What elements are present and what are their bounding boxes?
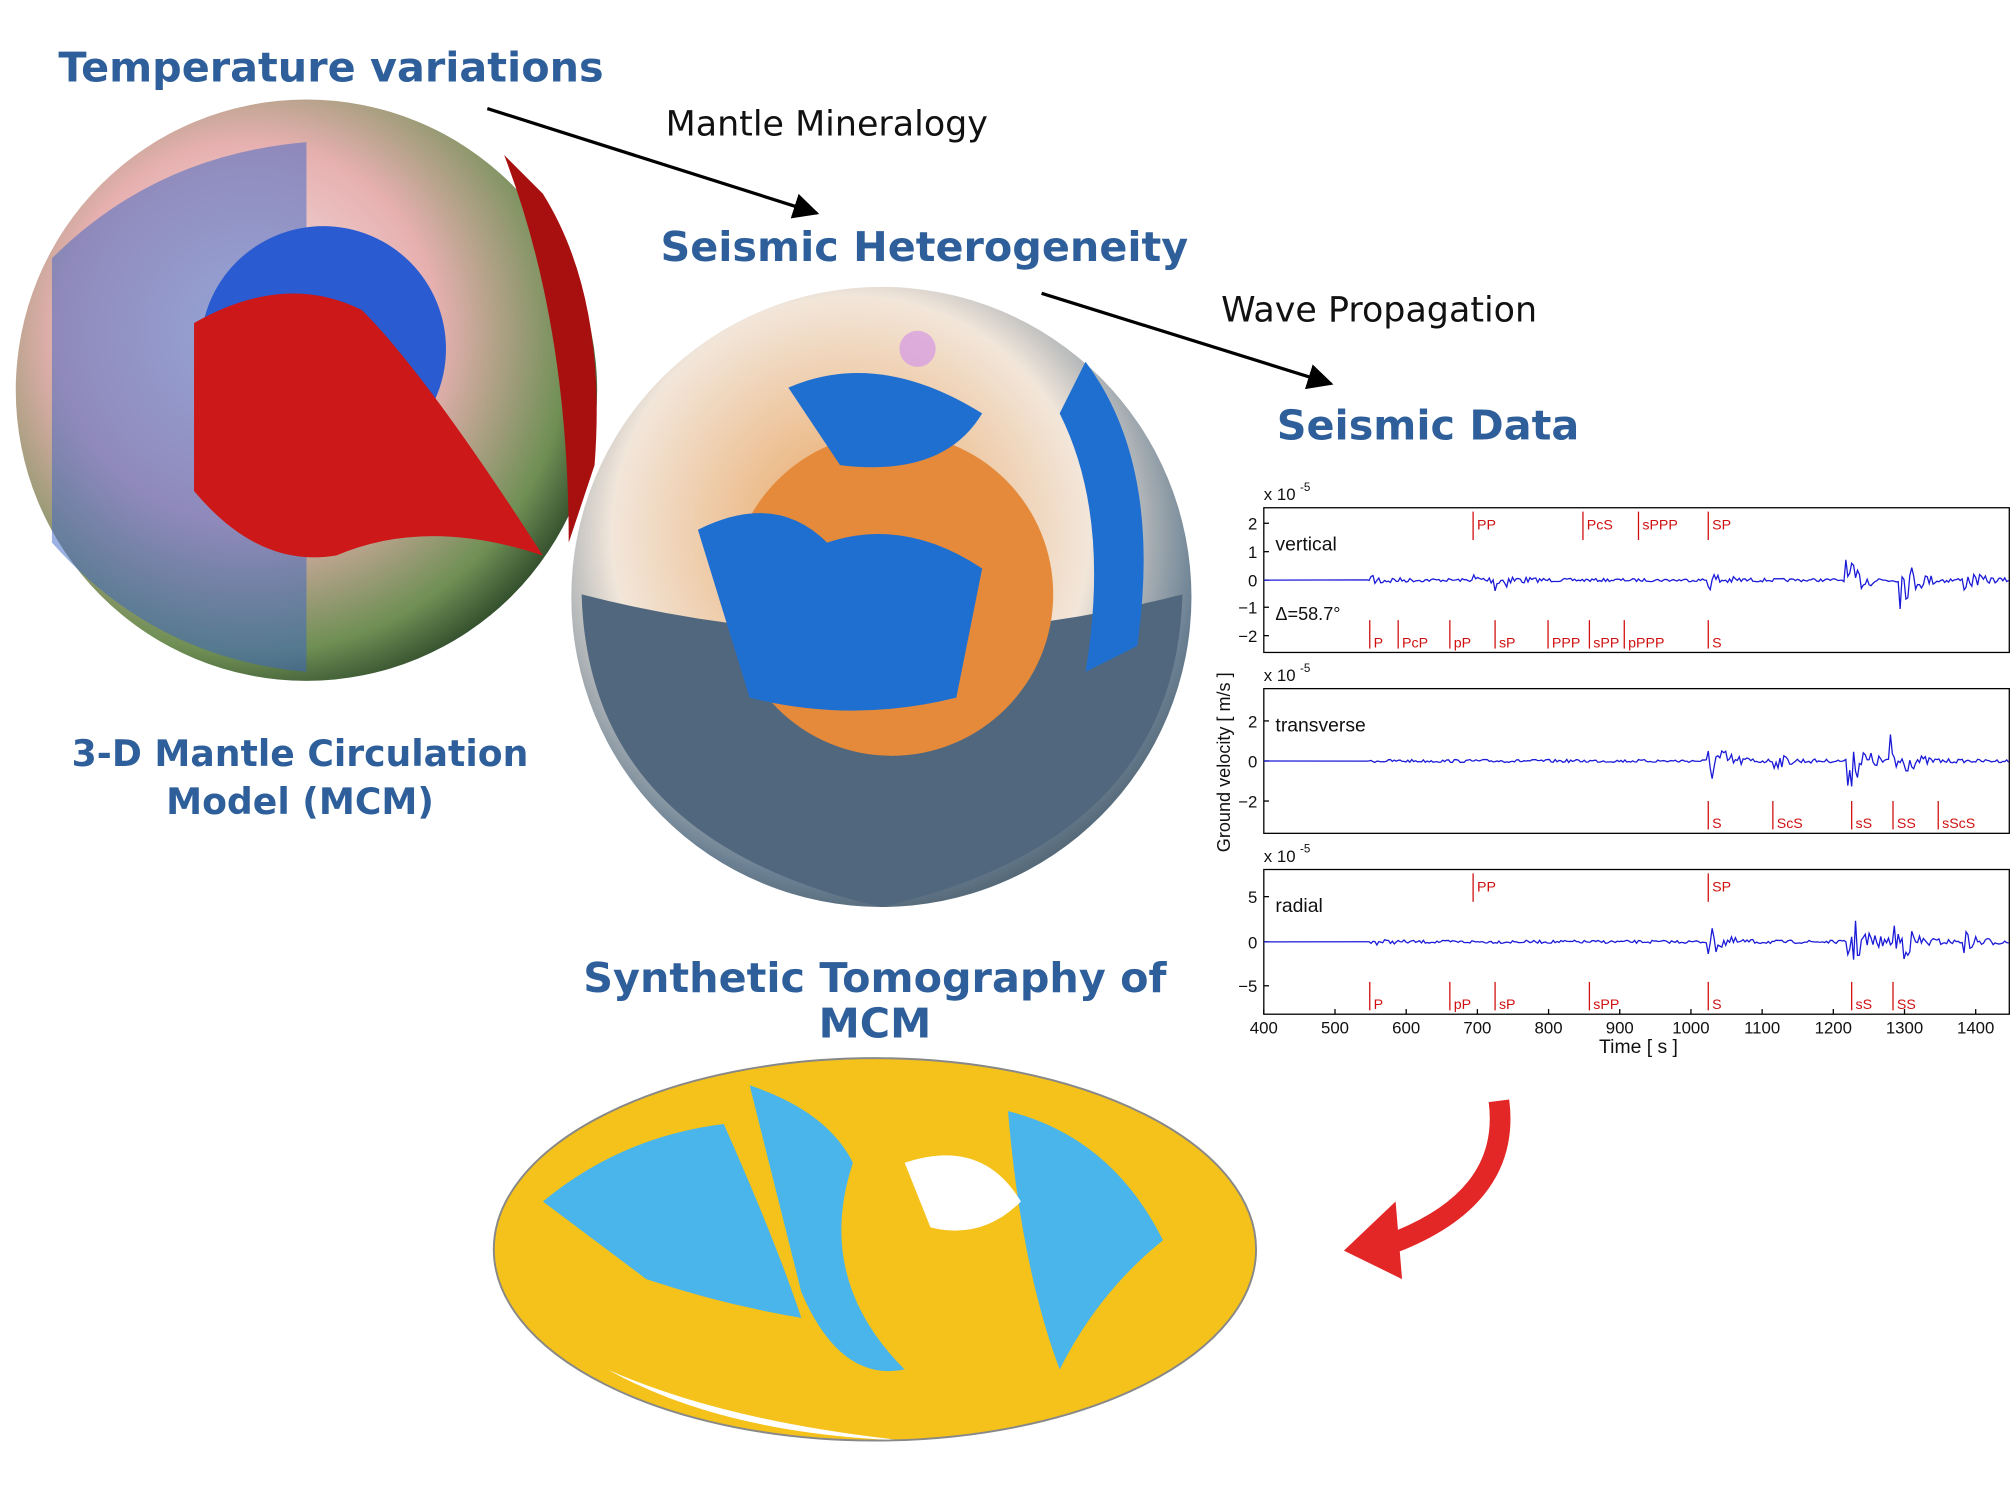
arrow-label: Wave Propagation	[1221, 291, 1537, 331]
phase-label: S	[1712, 816, 1721, 832]
x-tick-label: 400	[1250, 1019, 1278, 1038]
scale-exponent: -5	[1300, 843, 1310, 856]
x-tick-label: 700	[1463, 1019, 1491, 1038]
phase-label: SP	[1712, 518, 1731, 534]
scale-exponent: -5	[1300, 662, 1310, 675]
tomography-map	[492, 1057, 1258, 1442]
y-tick-label: 5	[1248, 888, 1257, 907]
x-tick-label: 1200	[1815, 1019, 1852, 1038]
annotation: Δ=58.7°	[1275, 604, 1340, 624]
x-tick-label: 500	[1321, 1019, 1349, 1038]
scale-label: x 10	[1264, 485, 1296, 504]
x-tick-label: 900	[1606, 1019, 1634, 1038]
phase-label: pP	[1454, 635, 1471, 651]
phase-label: S	[1712, 997, 1721, 1013]
phase-label: PPP	[1552, 635, 1580, 651]
x-tick-label: 1300	[1886, 1019, 1923, 1038]
y-tick-label: −2	[1238, 627, 1257, 646]
scale-label: x 10	[1264, 666, 1296, 685]
phase-label: SS	[1897, 997, 1916, 1013]
red-arrow	[1379, 1099, 1511, 1257]
title: Synthetic Tomography of	[583, 954, 1167, 1002]
scale-label: x 10	[1264, 847, 1296, 866]
y-tick-label: 0	[1248, 572, 1257, 591]
phase-label: SS	[1897, 816, 1916, 832]
scale-exponent: -5	[1300, 481, 1310, 494]
panel-frame	[1263, 507, 2010, 654]
x-tick-label: 600	[1392, 1019, 1420, 1038]
x-tick-label: 800	[1535, 1019, 1563, 1038]
y-tick-label: 2	[1248, 515, 1257, 534]
y-tick-label: −2	[1238, 792, 1257, 811]
waveform	[1263, 559, 2009, 609]
waveform	[1263, 920, 2009, 960]
x-axis-label: Time [ s ]	[1599, 1036, 1678, 1058]
y-tick-label: 0	[1248, 933, 1257, 952]
y-tick-label: 1	[1248, 543, 1257, 562]
x-tick-label: 1400	[1957, 1019, 1994, 1038]
phase-label: P	[1374, 997, 1383, 1013]
x-tick-label: 1000	[1672, 1019, 1709, 1038]
panel-name: vertical	[1275, 533, 1336, 555]
y-tick-label: −5	[1238, 977, 1257, 996]
arrow-label: Mantle Mineralogy	[666, 105, 988, 145]
phase-label: sPPP	[1642, 518, 1678, 534]
panel-name: radial	[1275, 895, 1322, 917]
arrow	[1041, 291, 1334, 390]
phase-label: sS	[1856, 997, 1873, 1013]
phase-label: ScS	[1777, 816, 1803, 832]
phase-label: sPP	[1593, 635, 1619, 651]
red-arrow-head	[1343, 1201, 1403, 1280]
heterogeneity-globe	[571, 286, 1192, 907]
phase-label: PcP	[1402, 635, 1428, 651]
phase-label: S	[1712, 635, 1721, 651]
mantle-globe	[15, 99, 598, 681]
panel-name: transverse	[1275, 714, 1365, 736]
phase-label: sP	[1499, 635, 1516, 651]
title: Temperature variations	[58, 43, 603, 91]
title: Seismic Heterogeneity	[660, 223, 1188, 271]
phase-label: pPPP	[1628, 635, 1664, 651]
phase-label: P	[1374, 635, 1383, 651]
waveform	[1263, 734, 2010, 787]
y-tick-label: 0	[1248, 752, 1257, 771]
phase-label: sPP	[1593, 997, 1619, 1013]
title: MCM	[819, 999, 932, 1047]
x-tick-label: 1100	[1744, 1019, 1780, 1038]
phase-label: sS	[1856, 816, 1873, 832]
phase-label: PcS	[1587, 518, 1613, 534]
caption: 3-D Mantle Circulation	[72, 732, 529, 775]
phase-label: SP	[1712, 879, 1731, 895]
phase-label: PP	[1477, 879, 1496, 895]
caption: Model (MCM)	[166, 780, 434, 823]
phase-label: PP	[1477, 518, 1496, 534]
y-tick-label: −1	[1238, 599, 1257, 618]
title: Seismic Data	[1277, 401, 1580, 449]
phase-label: sScS	[1942, 816, 1975, 832]
phase-label: pP	[1454, 997, 1471, 1013]
arrow	[486, 106, 820, 219]
y-axis-label: Ground velocity [ m/s ]	[1214, 672, 1234, 852]
y-tick-label: 2	[1248, 712, 1257, 731]
phase-label: sP	[1499, 997, 1516, 1013]
